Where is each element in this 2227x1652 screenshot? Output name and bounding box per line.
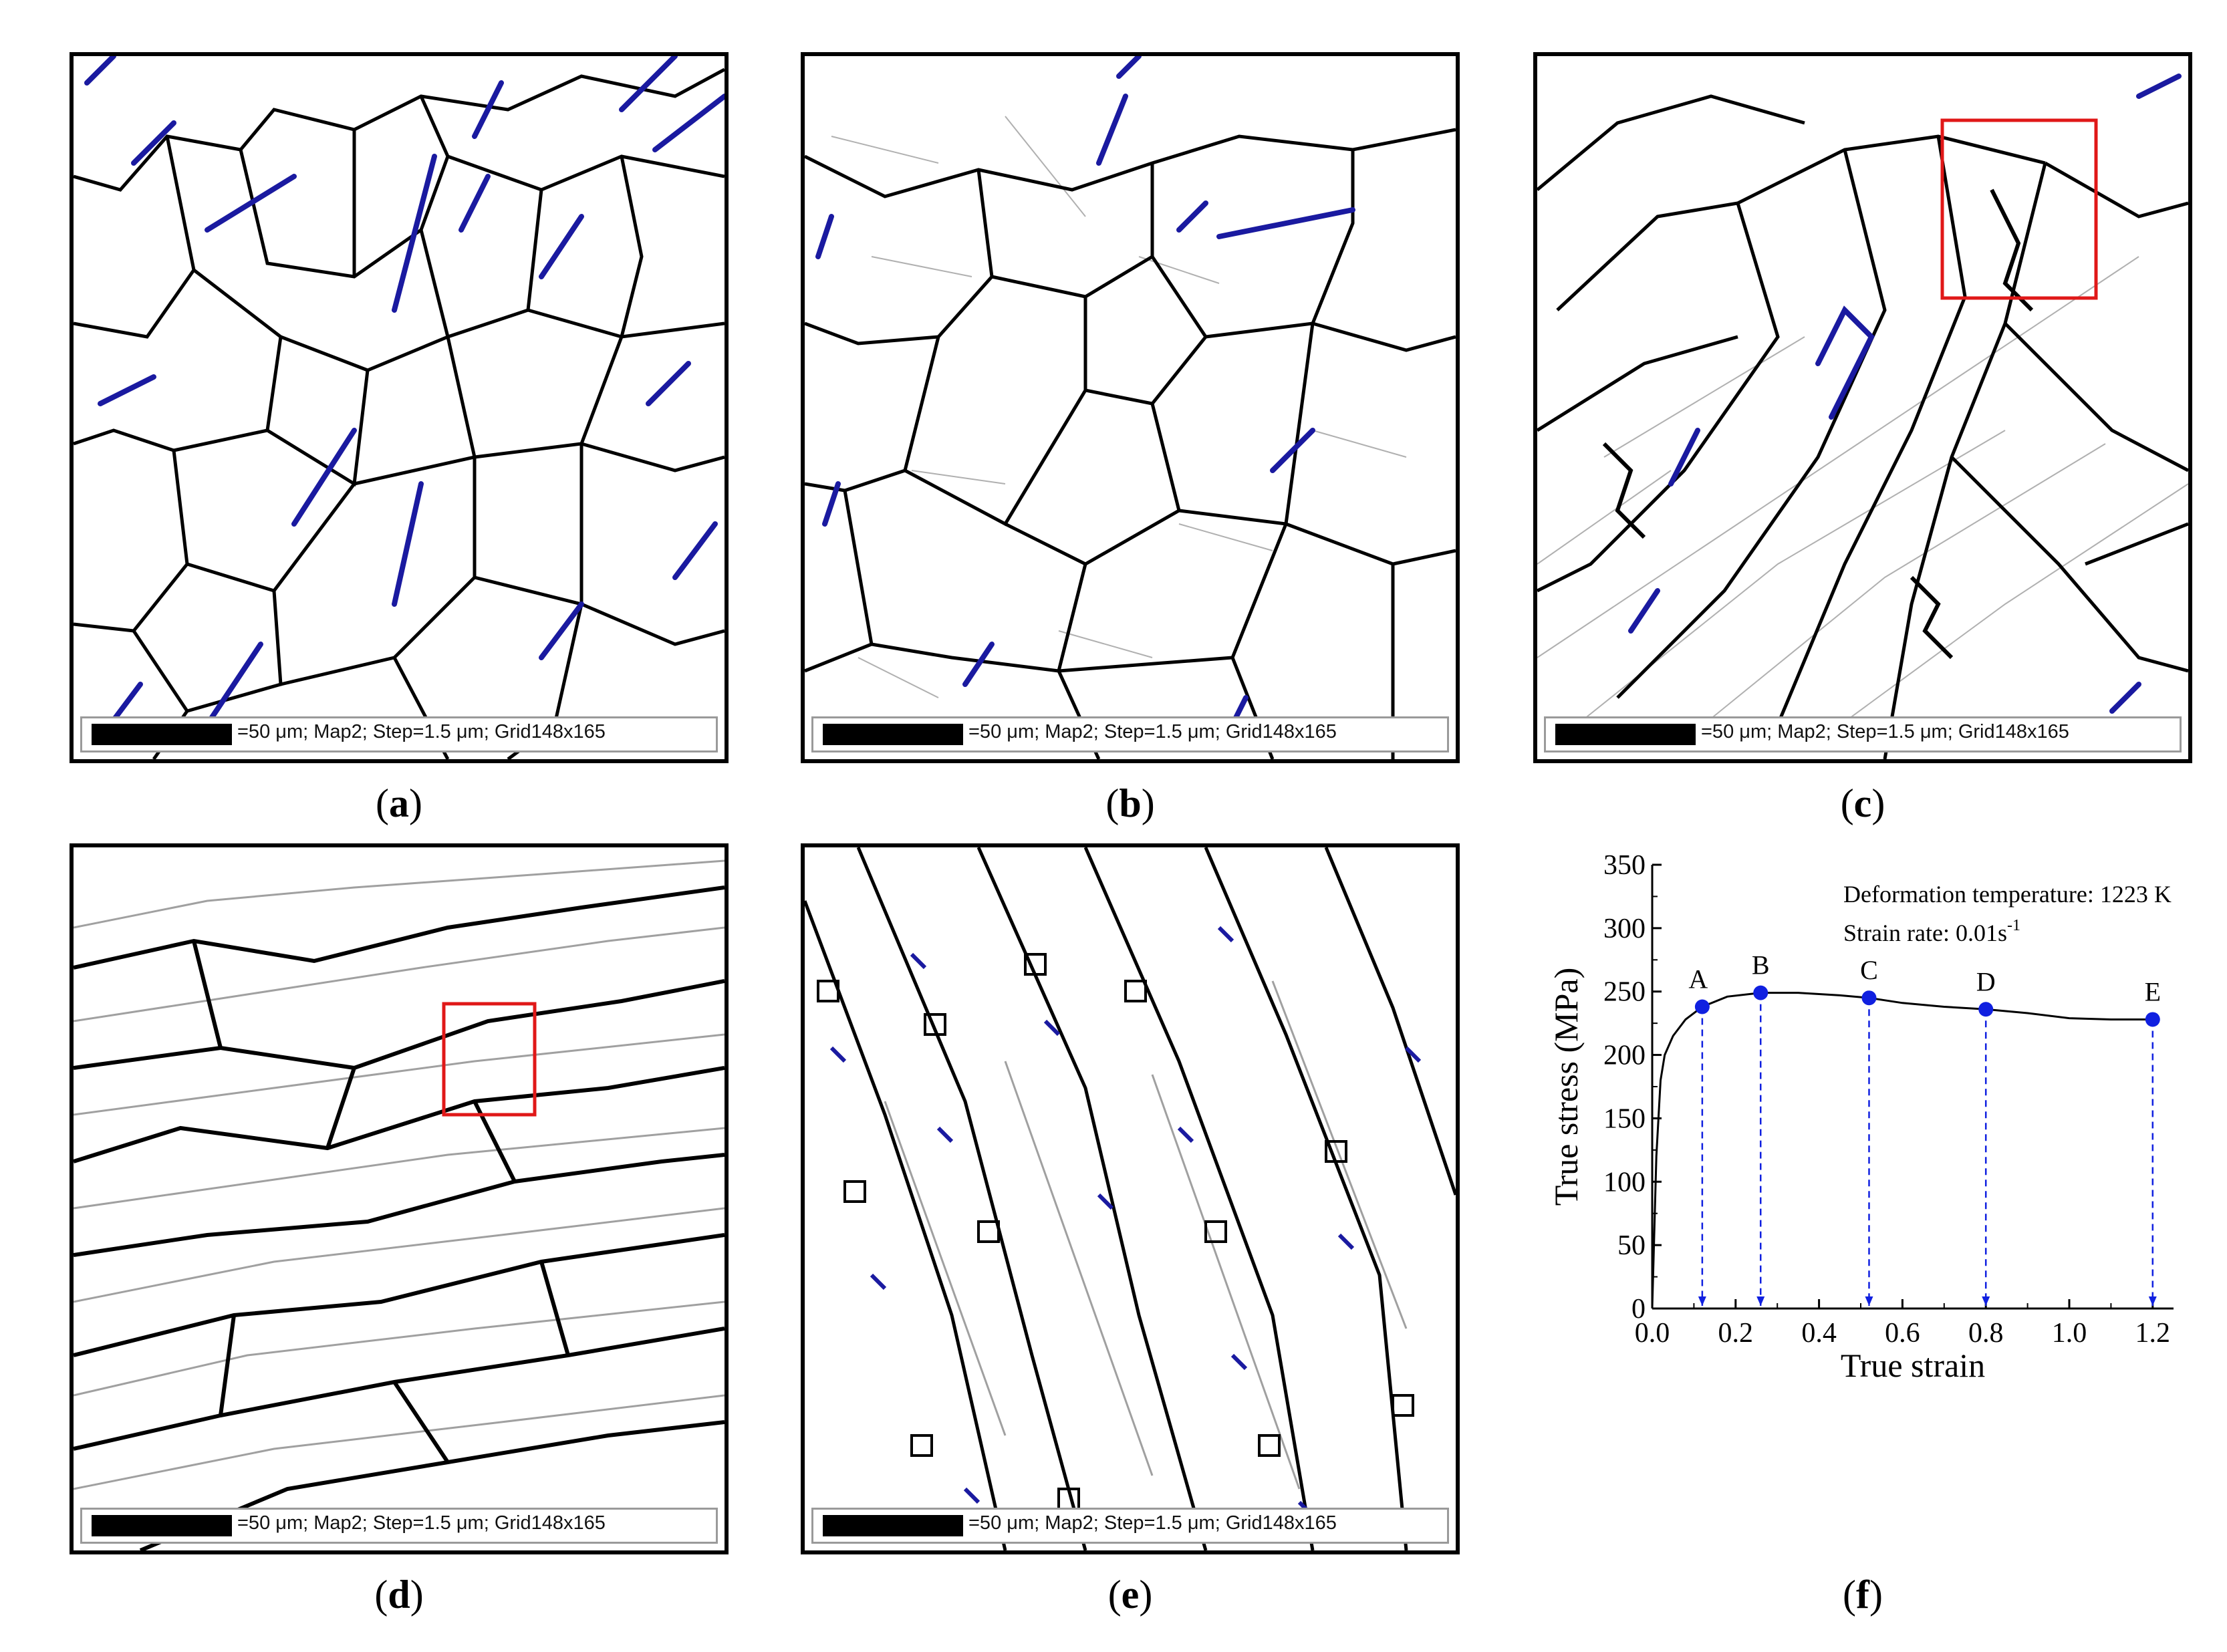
map-info-text: =50 μm; Map2; Step=1.5 μm; Grid148x165: [237, 721, 606, 742]
point-A: [1694, 999, 1710, 1014]
point-B: [1753, 985, 1768, 1000]
y-tick-label: 350: [1603, 850, 1646, 881]
grain-boundary-map: [805, 847, 1456, 1550]
x-axis-label: True strain: [1841, 1347, 1985, 1384]
x-tick-label: 0.0: [1635, 1318, 1670, 1349]
point-D: [1978, 1002, 1994, 1017]
scale-bar: [823, 724, 963, 745]
y-tick-label: 50: [1617, 1230, 1646, 1261]
drop-arrow-B: [1756, 1296, 1765, 1306]
highlight-box: [1940, 118, 2098, 300]
panel-label-e: (e): [1107, 1572, 1153, 1617]
drop-arrow-D: [1982, 1296, 1990, 1306]
panel-label-a: (a): [376, 781, 422, 825]
x-tick-label: 0.6: [1885, 1318, 1920, 1349]
stress-strain-curve: [1651, 992, 2153, 1309]
point-label-A: A: [1688, 964, 1708, 994]
map-info-text: =50 μm; Map2; Step=1.5 μm; Grid148x165: [237, 1512, 606, 1534]
ebsd-map-d: =50 μm; Map2; Step=1.5 μm; Grid148x165: [70, 843, 729, 1554]
grain-boundary-map: [1537, 74, 2188, 759]
ebsd-map-e: =50 μm; Map2; Step=1.5 μm; Grid148x165: [801, 843, 1460, 1554]
annotation-strain-rate: Strain rate: 0.01s-1: [1843, 917, 2020, 946]
point-E: [2145, 1012, 2160, 1027]
point-label-D: D: [1976, 966, 1996, 996]
panel-label-f: (f): [1843, 1572, 1883, 1617]
ebsd-map-c: =50 μm; Map2; Step=1.5 μm; Grid148x165: [1533, 52, 2192, 763]
panel-label-b: (b): [1105, 781, 1155, 825]
map-info-text: =50 μm; Map2; Step=1.5 μm; Grid148x165: [968, 1512, 1337, 1534]
x-tick-label: 0.8: [1968, 1318, 2004, 1349]
y-axis-label: True stress (MPa): [1547, 968, 1585, 1206]
scale-bar: [92, 724, 232, 745]
annotation-strain-rate-exponent: -1: [2007, 917, 2020, 934]
panel-label-c: (c): [1840, 781, 1885, 825]
annotation-temperature: Deformation temperature: 1223 K: [1843, 881, 2172, 908]
point-label-B: B: [1752, 950, 1770, 980]
ebsd-map-a: =50 μm; Map2; Step=1.5 μm; Grid148x165: [70, 52, 729, 763]
map-info-bar: =50 μm; Map2; Step=1.5 μm; Grid148x165: [80, 716, 718, 752]
x-tick-label: 0.4: [1801, 1318, 1837, 1349]
grain-boundary-map: [74, 859, 725, 1550]
drop-arrow-C: [1865, 1296, 1873, 1306]
y-tick-label: 250: [1603, 977, 1646, 1008]
y-tick-label: 300: [1603, 914, 1646, 944]
highlight-box: [442, 1002, 537, 1117]
map-info-text: =50 μm; Map2; Step=1.5 μm; Grid148x165: [1701, 721, 2069, 742]
grain-boundary-map: [74, 56, 725, 759]
x-tick-label: 0.2: [1718, 1318, 1754, 1349]
x-tick-label: 1.0: [2052, 1318, 2087, 1349]
map-info-bar: =50 μm; Map2; Step=1.5 μm; Grid148x165: [80, 1508, 718, 1544]
y-tick-label: 0: [1631, 1294, 1646, 1325]
y-tick-label: 150: [1603, 1103, 1646, 1134]
map-info-bar: =50 μm; Map2; Step=1.5 μm; Grid148x165: [811, 716, 1449, 752]
point-C: [1861, 990, 1877, 1006]
ebsd-map-b: =50 μm; Map2; Step=1.5 μm; Grid148x165: [801, 52, 1460, 763]
stress-strain-chart: 0 50 100 150 200 250 300 350 0.0 0.2 0.4 0.6 0.8 1.0 1…: [1547, 850, 2174, 1384]
y-tick-label: 200: [1603, 1041, 1646, 1071]
drop-arrow-E: [2148, 1296, 2157, 1306]
point-label-C: C: [1860, 955, 1878, 985]
scale-bar: [823, 1515, 963, 1536]
y-tick-label: 100: [1603, 1167, 1646, 1198]
scale-bar: [1555, 724, 1696, 745]
map-info-text: =50 μm; Map2; Step=1.5 μm; Grid148x165: [968, 721, 1337, 742]
map-info-bar: =50 μm; Map2; Step=1.5 μm; Grid148x165: [1544, 716, 2182, 752]
point-label-E: E: [2145, 976, 2161, 1006]
map-info-bar: =50 μm; Map2; Step=1.5 μm; Grid148x165: [811, 1508, 1449, 1544]
grain-boundary-map: [805, 56, 1456, 759]
panel-label-d: (d): [374, 1572, 424, 1617]
scale-bar: [92, 1515, 232, 1536]
drop-arrow-A: [1698, 1296, 1706, 1306]
x-tick-label: 1.2: [2135, 1318, 2171, 1349]
